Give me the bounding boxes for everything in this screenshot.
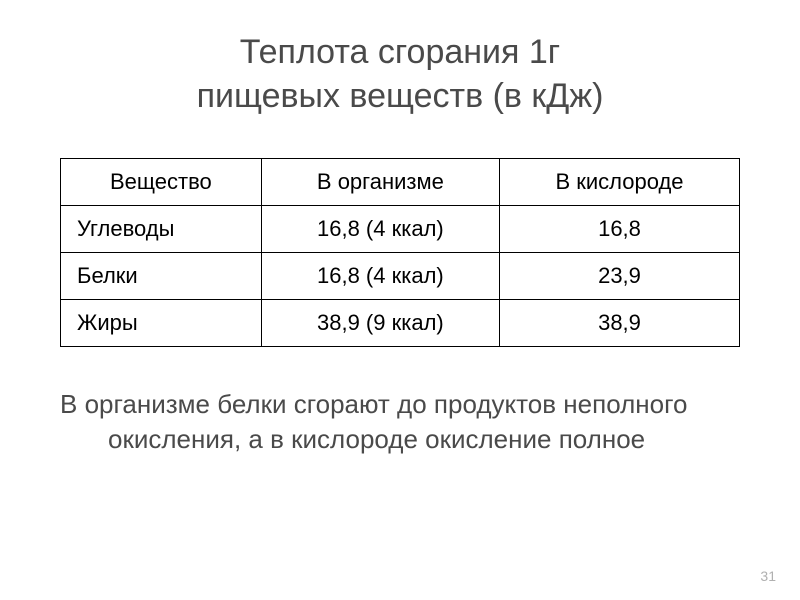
cell-substance: Углеводы	[61, 206, 262, 253]
body-paragraph: В организме белки сгорают до продуктов н…	[60, 387, 740, 457]
body-text-content: В организме белки сгорают до продуктов н…	[60, 387, 740, 457]
page-number: 31	[760, 568, 776, 584]
table-header-row: Вещество В организме В кислороде	[61, 159, 740, 206]
table-row: Белки 16,8 (4 ккал) 23,9	[61, 253, 740, 300]
header-in-oxygen: В кислороде	[500, 159, 740, 206]
cell-substance: Жиры	[61, 300, 262, 347]
table-row: Жиры 38,9 (9 ккал) 38,9	[61, 300, 740, 347]
cell-in-oxygen: 23,9	[500, 253, 740, 300]
header-substance: Вещество	[61, 159, 262, 206]
title-line-1: Теплота сгорания 1г	[240, 33, 560, 71]
cell-in-oxygen: 16,8	[500, 206, 740, 253]
combustion-heat-table: Вещество В организме В кислороде Углевод…	[60, 158, 740, 347]
cell-in-organism: 38,9 (9 ккал)	[261, 300, 499, 347]
slide-title: Теплота сгорания 1г пищевых веществ (в к…	[60, 30, 740, 118]
header-in-organism: В организме	[261, 159, 499, 206]
cell-in-organism: 16,8 (4 ккал)	[261, 253, 499, 300]
cell-in-organism: 16,8 (4 ккал)	[261, 206, 499, 253]
title-line-2: пищевых веществ (в кДж)	[197, 77, 604, 115]
cell-substance: Белки	[61, 253, 262, 300]
table-row: Углеводы 16,8 (4 ккал) 16,8	[61, 206, 740, 253]
cell-in-oxygen: 38,9	[500, 300, 740, 347]
